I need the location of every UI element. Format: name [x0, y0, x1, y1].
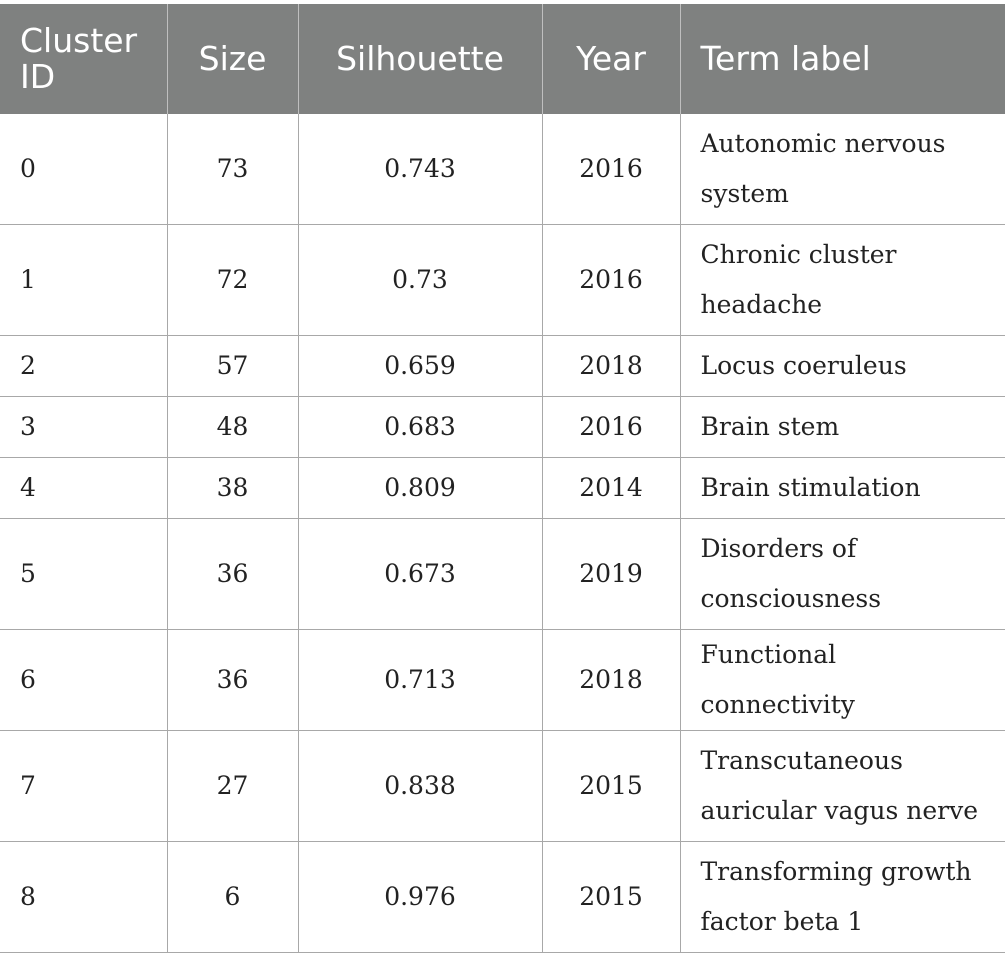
- table-body: 0 73 0.743 2016 Autonomic nervous system…: [0, 114, 1005, 953]
- cell-term-label: Brain stimulation: [680, 457, 1005, 519]
- cell-cluster-id: 3: [0, 396, 168, 458]
- cell-size: 27: [167, 730, 299, 842]
- header-term-label: Term label: [680, 4, 1005, 114]
- cell-term-label: Transforming growth factor beta 1: [680, 841, 1005, 953]
- cell-term-label: Autonomic nervous system: [680, 114, 1005, 225]
- table-row: 4 38 0.809 2014 Brain stimulation: [0, 457, 1005, 519]
- cell-year: 2018: [542, 629, 681, 731]
- cell-year: 2015: [542, 730, 681, 842]
- cell-silhouette: 0.683: [298, 396, 543, 458]
- cell-cluster-id: 1: [0, 224, 168, 336]
- table-row: 0 73 0.743 2016 Autonomic nervous system: [0, 114, 1005, 225]
- cell-year: 2014: [542, 457, 681, 519]
- table-row: 1 72 0.73 2016 Chronic cluster headache: [0, 224, 1005, 336]
- cell-size: 36: [167, 518, 299, 630]
- table-header: Cluster ID Size Silhouette Year Term lab…: [0, 4, 1005, 114]
- cell-cluster-id: 7: [0, 730, 168, 842]
- cell-year: 2019: [542, 518, 681, 630]
- cell-term-label: Chronic cluster headache: [680, 224, 1005, 336]
- cell-cluster-id: 4: [0, 457, 168, 519]
- cell-silhouette: 0.673: [298, 518, 543, 630]
- header-cluster-id: Cluster ID: [0, 4, 168, 114]
- cell-silhouette: 0.743: [298, 114, 543, 225]
- table-row: 2 57 0.659 2018 Locus coeruleus: [0, 335, 1005, 397]
- cell-size: 72: [167, 224, 299, 336]
- cell-cluster-id: 6: [0, 629, 168, 731]
- cluster-table: Cluster ID Size Silhouette Year Term lab…: [0, 4, 1005, 953]
- cell-size: 36: [167, 629, 299, 731]
- table-row: 5 36 0.673 2019 Disorders of consciousne…: [0, 518, 1005, 630]
- header-silhouette: Silhouette: [298, 4, 543, 114]
- cell-year: 2016: [542, 114, 681, 225]
- header-row: Cluster ID Size Silhouette Year Term lab…: [0, 4, 1005, 114]
- cell-cluster-id: 2: [0, 335, 168, 397]
- cell-term-label: Brain stem: [680, 396, 1005, 458]
- header-size: Size: [167, 4, 299, 114]
- cell-term-label: Locus coeruleus: [680, 335, 1005, 397]
- table-row: 3 48 0.683 2016 Brain stem: [0, 396, 1005, 458]
- cell-year: 2016: [542, 224, 681, 336]
- header-year: Year: [542, 4, 681, 114]
- cell-size: 73: [167, 114, 299, 225]
- cell-size: 38: [167, 457, 299, 519]
- cell-size: 6: [167, 841, 299, 953]
- cell-silhouette: 0.73: [298, 224, 543, 336]
- cell-silhouette: 0.713: [298, 629, 543, 731]
- table-row: 8 6 0.976 2015 Transforming growth facto…: [0, 841, 1005, 953]
- cell-year: 2018: [542, 335, 681, 397]
- cell-term-label: Transcutaneous auricular vagus nerve: [680, 730, 1005, 842]
- cell-silhouette: 0.838: [298, 730, 543, 842]
- cell-cluster-id: 0: [0, 114, 168, 225]
- table-row: 7 27 0.838 2015 Transcutaneous auricular…: [0, 730, 1005, 842]
- cell-silhouette: 0.659: [298, 335, 543, 397]
- table-row: 6 36 0.713 2018 Functional connectivity: [0, 629, 1005, 731]
- cell-cluster-id: 8: [0, 841, 168, 953]
- cell-year: 2015: [542, 841, 681, 953]
- cell-size: 48: [167, 396, 299, 458]
- cell-term-label: Disorders of consciousness: [680, 518, 1005, 630]
- cell-silhouette: 0.976: [298, 841, 543, 953]
- cell-year: 2016: [542, 396, 681, 458]
- cell-size: 57: [167, 335, 299, 397]
- cell-term-label: Functional connectivity: [680, 629, 1005, 731]
- cell-silhouette: 0.809: [298, 457, 543, 519]
- cell-cluster-id: 5: [0, 518, 168, 630]
